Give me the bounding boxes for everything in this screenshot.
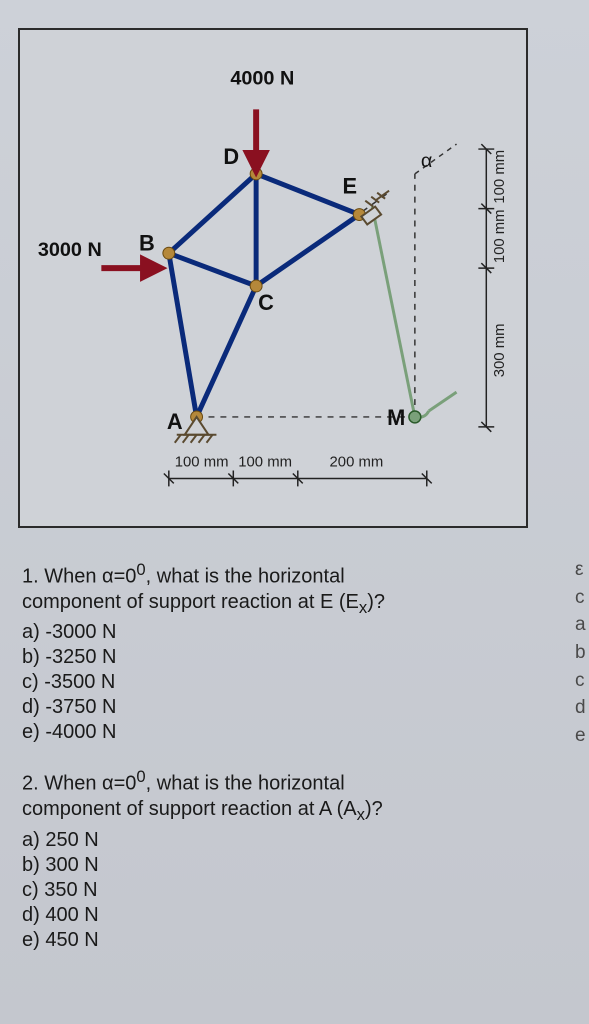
dim-h-2: 200 mm [330,455,384,471]
node-A: A [167,409,183,434]
dim-v-0: 100 mm [492,150,508,204]
q2-deg: 0 [136,767,145,786]
node-C: C [258,290,274,315]
node-B: B [139,230,155,255]
q2-line2a: component of support reaction at A (A [22,798,357,820]
force-left-label: 3000 N [38,239,102,261]
page: 4000 N 3000 N B D E C A M α 100 m [0,0,589,1024]
q1-line2a: component of support reaction at E (E [22,591,359,613]
q2-line1b: , what is the horizontal [146,773,345,795]
right-edge-fragment: ε c a b c d e [575,555,589,1015]
node-M: M [387,405,405,430]
q2-line1a: 2. When α=0 [22,773,136,795]
diagram-svg: 4000 N 3000 N B D E C A M α 100 m [20,30,526,526]
angle-alpha: α [421,150,432,172]
q2-opt-e: e) 450 N [22,928,562,953]
frag-10: a [575,612,589,638]
frag-14: e [575,723,589,749]
q2-opt-c: c) 350 N [22,878,562,903]
q2-opt-b: b) 300 N [22,853,562,878]
frag-9: c [575,585,589,611]
force-top-label: 4000 N [230,68,294,90]
q2-opt-a: a) 250 N [22,828,562,853]
frag-8: ε [575,557,589,583]
q1-deg: 0 [136,560,145,579]
dim-v-2: 300 mm [492,324,508,378]
questions-block: 1. When α=00, what is the horizontal com… [22,560,562,975]
frag-13: d [575,695,589,721]
node-E: E [342,174,357,199]
node-D: D [223,144,239,169]
q1-opt-d: d) -3750 N [22,695,562,720]
question-2: 2. When α=00, what is the horizontal com… [22,767,562,952]
q1-opt-b: b) -3250 N [22,645,562,670]
frag-11: b [575,640,589,666]
dim-v-1: 100 mm [492,209,508,263]
q1-opt-a: a) -3000 N [22,620,562,645]
q2-line2b: )? [365,798,383,820]
q1-line2b: )? [367,591,385,613]
q1-opt-c: c) -3500 N [22,670,562,695]
q1-opt-e: e) -4000 N [22,720,562,745]
dim-h-1: 100 mm [238,455,292,471]
q2-opt-d: d) 400 N [22,903,562,928]
q1-line1a: 1. When α=0 [22,566,136,588]
q2-sub: x [357,805,365,824]
q1-sub: x [359,598,367,617]
question-1: 1. When α=00, what is the horizontal com… [22,560,562,745]
frag-12: c [575,668,589,694]
q1-line1b: , what is the horizontal [146,566,345,588]
dim-h-0: 100 mm [175,455,229,471]
figure-frame: 4000 N 3000 N B D E C A M α 100 m [18,28,528,528]
